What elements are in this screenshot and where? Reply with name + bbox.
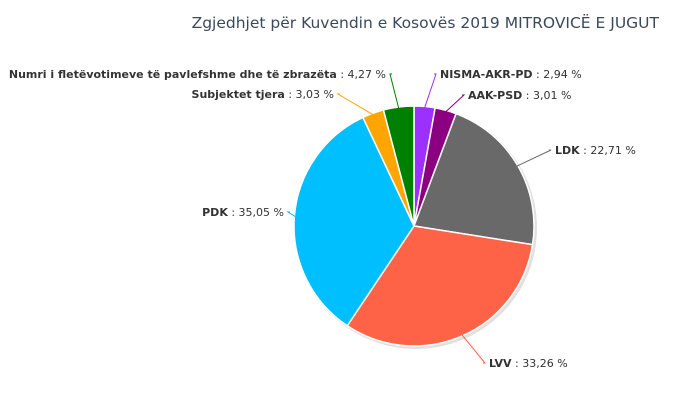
leader-line <box>336 93 374 116</box>
pie-slice-pdk[interactable] <box>293 116 415 327</box>
slice-label: Numri i fletëvotimeve të pavlefshme dhe … <box>9 68 386 81</box>
slice-label-name: Numri i fletëvotimeve të pavlefshme dhe … <box>9 68 337 81</box>
slice-label: PDK : 35,05 % <box>202 206 284 219</box>
slice-label-name: LDK <box>555 144 580 157</box>
slice-label-name: PDK <box>202 206 228 219</box>
slice-label-value: 35,05 % <box>239 206 284 219</box>
slice-label-value: 3,03 % <box>296 88 334 101</box>
slice-label-value: 33,26 % <box>522 357 567 370</box>
leader-line <box>286 211 297 218</box>
slice-label: AAK-PSD : 3,01 % <box>468 89 571 102</box>
slice-label: LDK : 22,71 % <box>555 144 636 157</box>
slice-label-separator: : <box>337 68 348 81</box>
slice-label-separator: : <box>522 89 533 102</box>
slice-label-separator: : <box>228 206 239 219</box>
slice-label-value: 2,94 % <box>543 68 581 81</box>
slice-label-name: LVV <box>489 357 512 370</box>
slice-label-name: AAK-PSD <box>468 89 522 102</box>
slice-label-name: Subjektet tjera <box>192 88 285 101</box>
leader-line <box>423 73 437 109</box>
pie-labels: NISMA-AKR-PD : 2,94 % AAK-PSD : 3,01 % LDK… <box>9 68 636 370</box>
leader-line <box>515 149 552 168</box>
leader-line <box>444 94 466 113</box>
slice-label-value: 4,27 % <box>348 68 386 81</box>
slice-label-value: 22,71 % <box>590 144 635 157</box>
pie-slices <box>293 105 537 349</box>
slice-label: NISMA-AKR-PD : 2,94 % <box>440 68 582 81</box>
slice-label-separator: : <box>580 144 591 157</box>
leader-line <box>460 333 487 364</box>
slice-label-value: 3,01 % <box>533 89 571 102</box>
leader-line <box>389 73 400 110</box>
slice-label-name: NISMA-AKR-PD <box>440 68 533 81</box>
slice-label-separator: : <box>512 357 523 370</box>
slice-label-separator: : <box>533 68 544 81</box>
slice-label-separator: : <box>285 88 296 101</box>
slice-label: LVV : 33,26 % <box>489 357 568 370</box>
slice-label: Subjektet tjera : 3,03 % <box>192 88 334 101</box>
pie-slice-lvv[interactable] <box>346 225 534 347</box>
chart-title: Zgjedhjet për Kuvendin e Kosovës 2019 MI… <box>192 13 660 32</box>
